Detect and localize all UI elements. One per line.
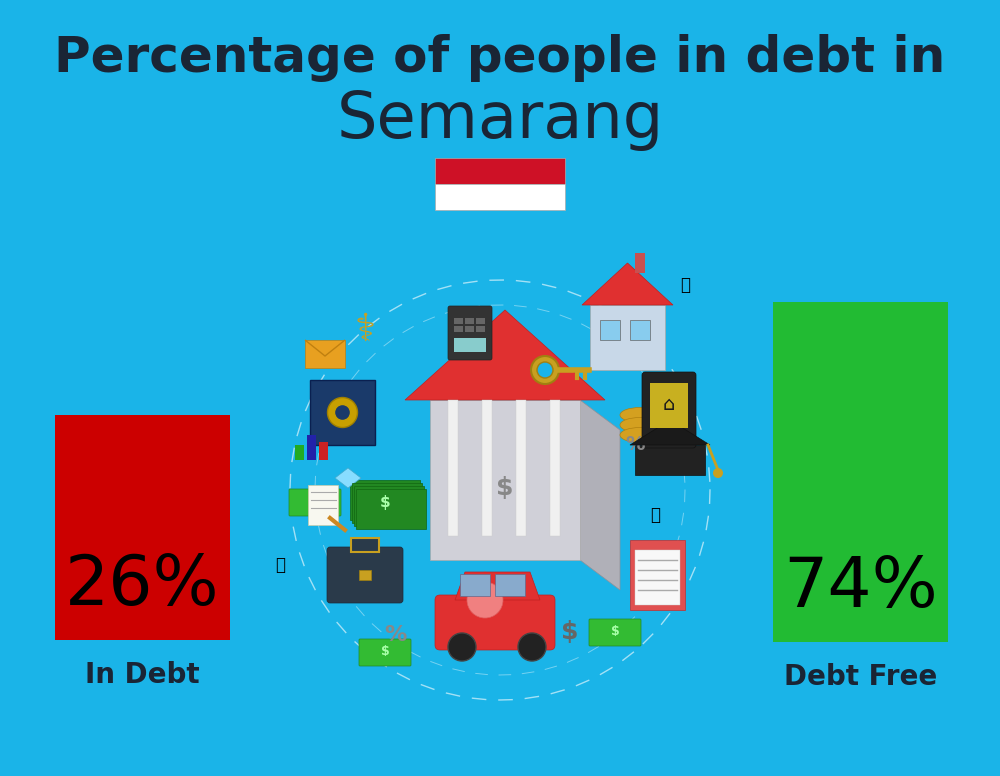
Bar [359, 570, 371, 580]
Polygon shape [455, 572, 540, 600]
Bar [430, 400, 580, 560]
Bar [435, 158, 565, 184]
Bar [650, 383, 688, 428]
Text: $: $ [561, 620, 579, 644]
Text: 🔒: 🔒 [650, 506, 660, 524]
Bar [465, 318, 474, 324]
Text: ⌂: ⌂ [663, 396, 675, 414]
Bar [351, 538, 379, 552]
Polygon shape [335, 468, 361, 488]
Circle shape [531, 356, 559, 384]
Text: $: $ [380, 494, 390, 510]
Bar [635, 550, 680, 605]
Bar [630, 320, 650, 340]
Bar [350, 480, 420, 520]
Circle shape [328, 397, 358, 428]
Text: Percentage of people in debt in: Percentage of people in debt in [54, 34, 946, 82]
Polygon shape [405, 310, 605, 400]
Circle shape [467, 582, 503, 618]
Bar [460, 574, 490, 596]
Polygon shape [480, 572, 490, 582]
Bar [465, 326, 474, 332]
Bar [600, 320, 620, 340]
FancyBboxPatch shape [642, 372, 696, 448]
Ellipse shape [620, 417, 660, 432]
Text: ⚕: ⚕ [354, 311, 376, 349]
Ellipse shape [620, 428, 660, 442]
Circle shape [713, 468, 723, 478]
Polygon shape [582, 263, 673, 305]
Circle shape [537, 362, 553, 378]
Bar [482, 400, 492, 536]
Text: $: $ [381, 646, 389, 659]
Bar [305, 340, 345, 368]
Text: 74%: 74% [783, 553, 938, 621]
FancyBboxPatch shape [289, 489, 341, 516]
Bar [352, 483, 422, 523]
Bar [454, 326, 463, 332]
Text: $: $ [496, 476, 514, 500]
Bar [310, 380, 375, 445]
Text: %: % [625, 435, 645, 455]
Bar [635, 253, 645, 273]
Bar [319, 442, 328, 460]
Circle shape [448, 633, 476, 661]
Polygon shape [580, 400, 620, 590]
Bar [354, 486, 424, 526]
Text: 🔒: 🔒 [275, 556, 285, 574]
Bar [495, 574, 525, 596]
Text: $: $ [611, 625, 619, 639]
Bar [550, 400, 560, 536]
Bar [516, 400, 526, 536]
Bar [435, 184, 565, 210]
FancyBboxPatch shape [448, 306, 492, 360]
Bar [476, 318, 485, 324]
Bar [295, 445, 304, 460]
Bar [773, 302, 948, 642]
Text: %: % [384, 625, 406, 645]
Circle shape [334, 404, 351, 421]
FancyBboxPatch shape [589, 619, 641, 646]
Text: 26%: 26% [65, 552, 220, 618]
Text: Debt Free: Debt Free [784, 663, 937, 691]
Ellipse shape [620, 407, 660, 422]
Bar [454, 318, 463, 324]
Bar [590, 305, 665, 370]
Polygon shape [630, 420, 710, 445]
Bar [356, 489, 426, 529]
Bar [630, 540, 685, 610]
Bar [308, 485, 338, 525]
FancyBboxPatch shape [359, 639, 411, 666]
Circle shape [518, 633, 546, 661]
Bar [454, 338, 486, 352]
Bar [476, 326, 485, 332]
FancyBboxPatch shape [327, 547, 403, 603]
FancyBboxPatch shape [435, 595, 555, 650]
Text: 🔒: 🔒 [680, 276, 690, 294]
Bar [55, 415, 230, 640]
Text: $: $ [311, 496, 319, 508]
Bar [635, 445, 705, 475]
Bar [448, 400, 458, 536]
Text: In Debt: In Debt [85, 661, 200, 689]
Text: Semarang: Semarang [336, 89, 664, 151]
Bar [307, 435, 316, 460]
